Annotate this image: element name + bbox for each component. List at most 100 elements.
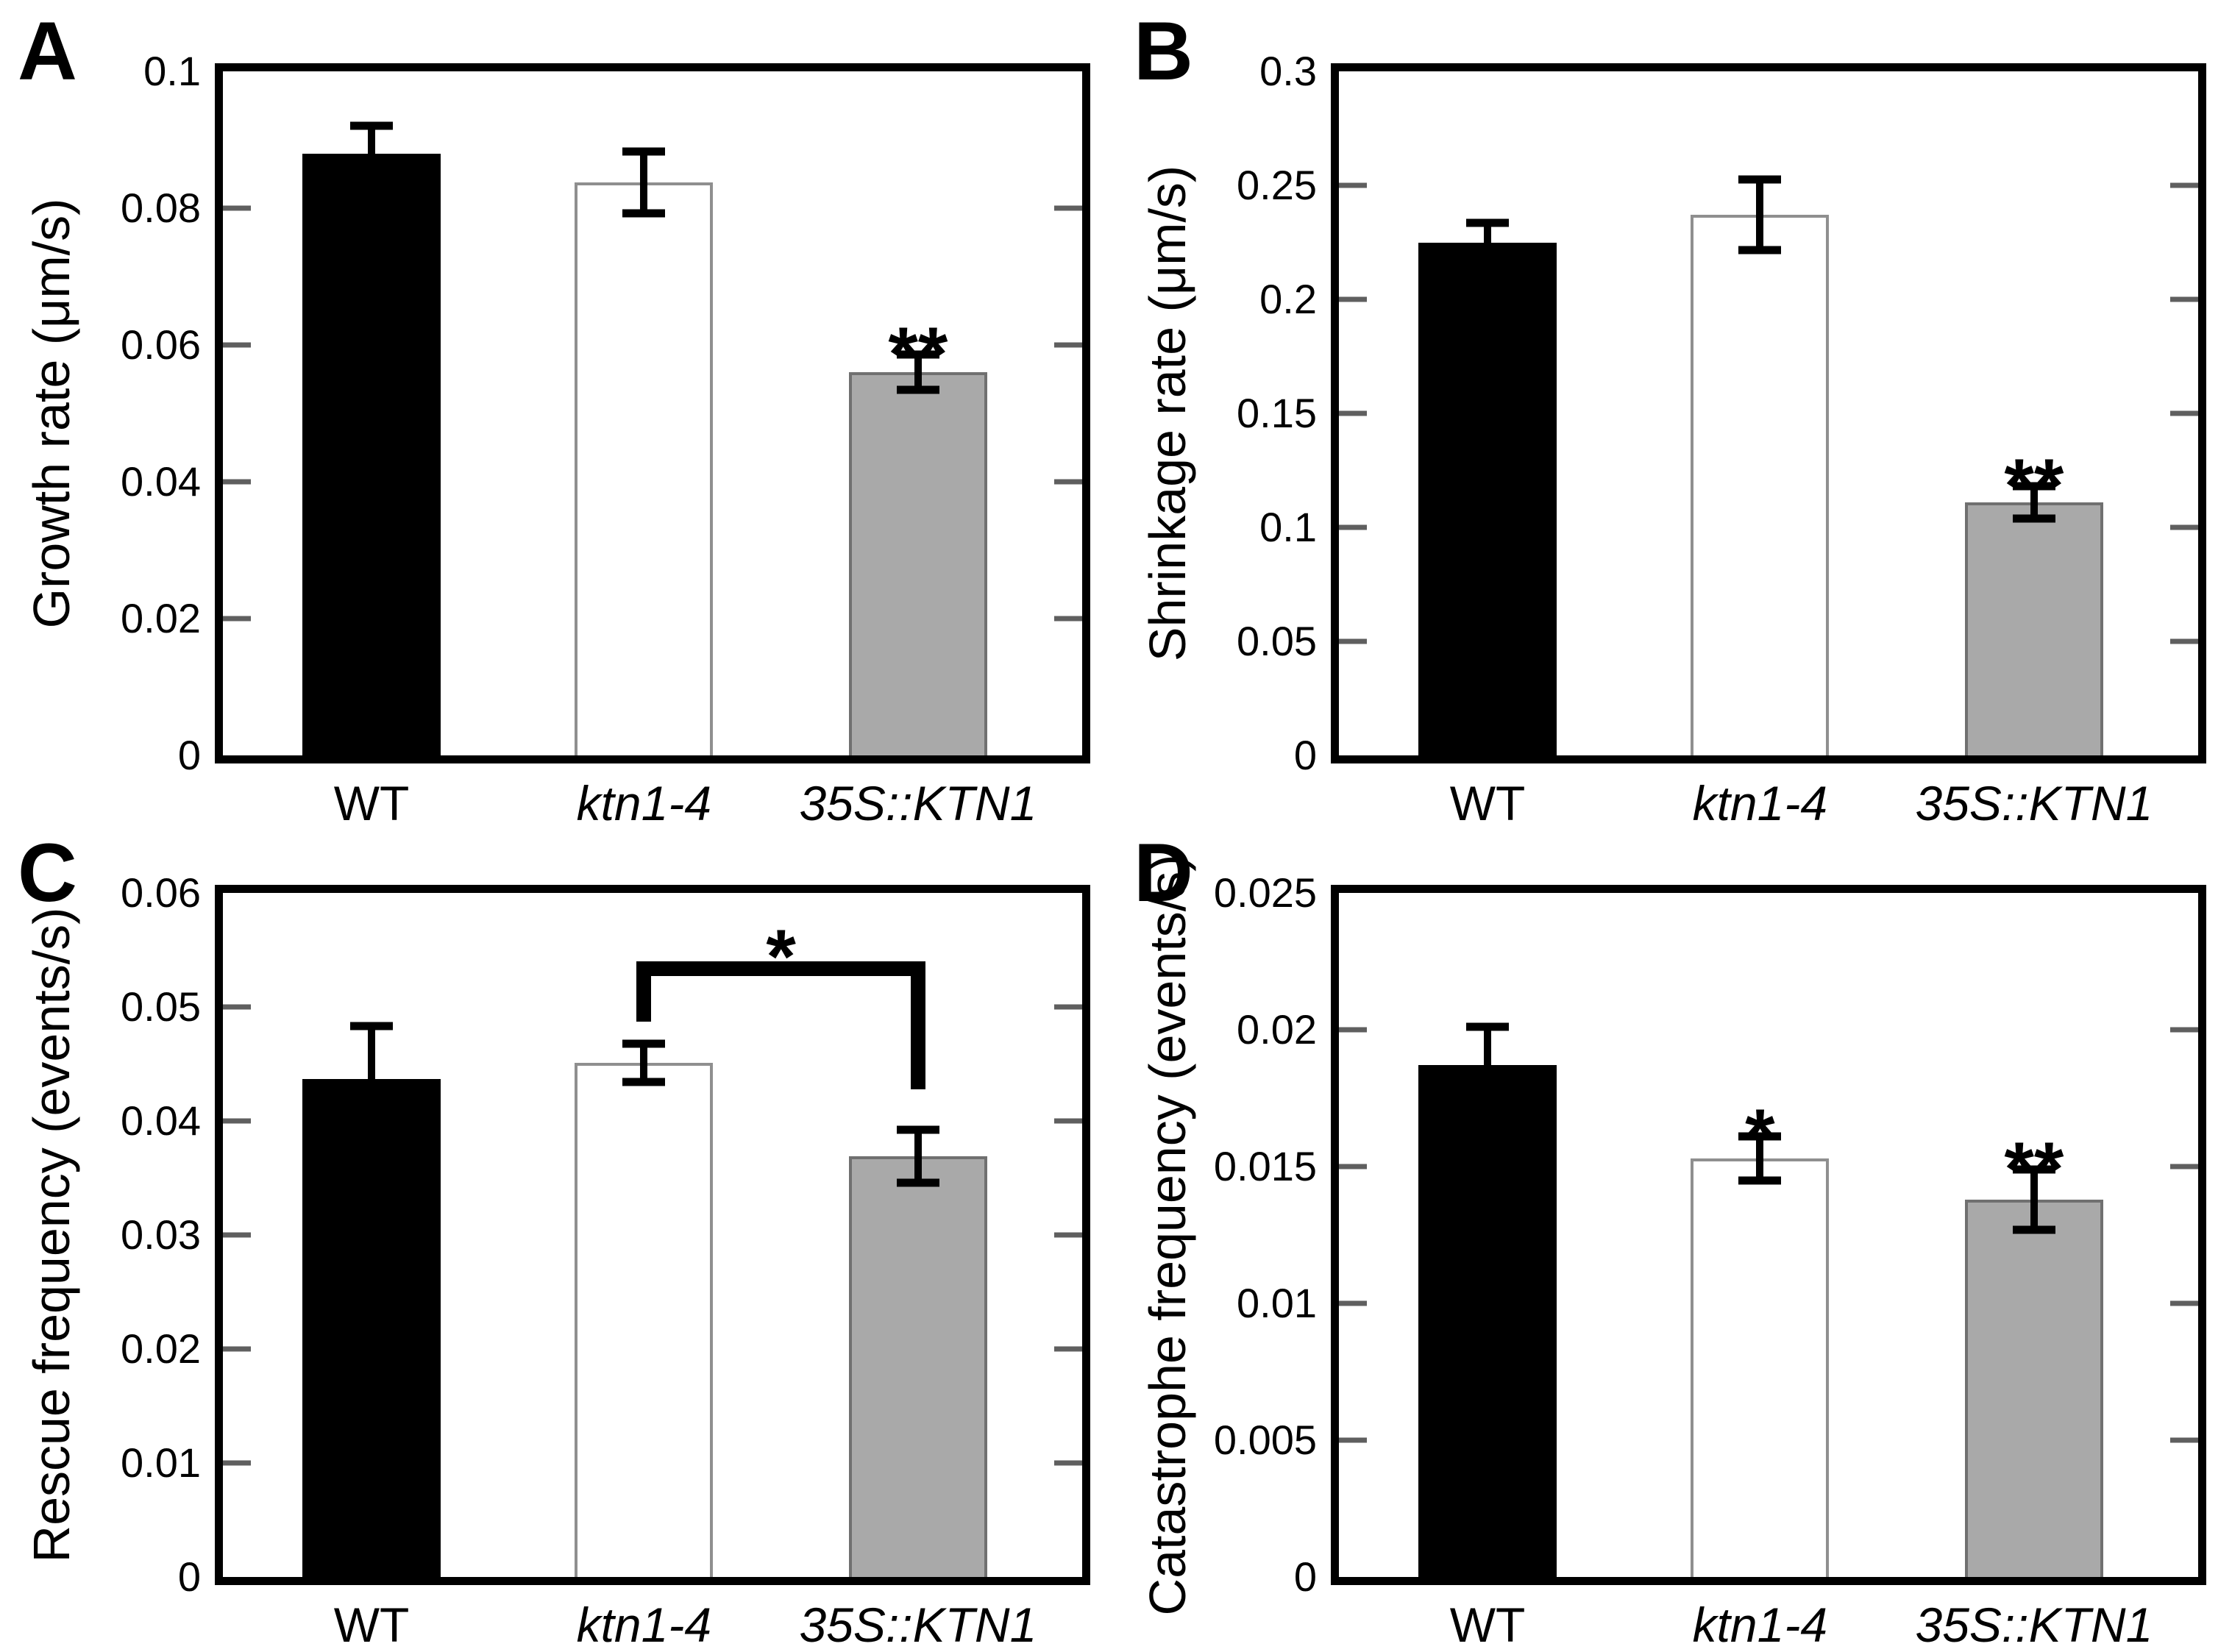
bar-A-WT — [302, 153, 441, 755]
bar-D-WT — [1418, 1065, 1557, 1577]
y-tick-label: 0.05 — [121, 983, 201, 1030]
error-bar-cap-top — [350, 121, 394, 130]
y-tick-label: 0.025 — [1213, 869, 1317, 916]
y-tick-label: 0.05 — [1237, 618, 1317, 664]
bar-C-35S::KTN1 — [848, 1156, 987, 1577]
error-bar-cap-bottom — [896, 385, 939, 394]
bar-B-WT — [1418, 242, 1557, 755]
y-tick-label: 0.2 — [1259, 275, 1317, 322]
error-bar-cap-top — [350, 1022, 394, 1030]
bar-D-35S::KTN1 — [1964, 1199, 2103, 1577]
y-tick-label: 0 — [1293, 1553, 1317, 1600]
error-bar-line — [1484, 1027, 1492, 1066]
y-tick-mark-right — [1054, 1118, 1082, 1124]
error-bar-cap-top — [622, 147, 666, 156]
y-tick-mark-left — [1339, 410, 1367, 416]
y-tick-mark-right — [2170, 1164, 2198, 1169]
error-bar-line — [640, 151, 648, 213]
y-tick-label: 0.04 — [121, 458, 201, 505]
panel-B-y-axis-label: Shrinkage rate (μm/s) — [1139, 165, 1196, 662]
y-tick-mark-left — [223, 342, 251, 348]
y-tick-mark-left — [223, 1004, 251, 1010]
y-tick-label: 0.03 — [121, 1211, 201, 1258]
error-bar-cap-bottom — [1738, 246, 1782, 254]
y-tick-label: 0 — [177, 1553, 201, 1600]
error-bar-cap-top — [1738, 175, 1782, 184]
y-tick-mark-left — [1339, 1027, 1367, 1033]
y-tick-mark-right — [2170, 410, 2198, 416]
x-category-label-ktn1-4: ktn1-4 — [1692, 776, 1828, 830]
x-category-label-35S::KTN1: 35S::KTN1 — [1915, 1598, 2153, 1652]
error-bar-cap-top — [622, 1039, 666, 1048]
error-bar-line — [914, 1130, 922, 1183]
y-tick-mark-left — [1339, 296, 1367, 302]
y-tick-mark-left — [223, 1232, 251, 1238]
error-bar-cap-bottom — [622, 209, 666, 218]
y-tick-mark-right — [2170, 524, 2198, 530]
panel-D-plot-area: 00.0050.010.0150.020.025***WTktn1-435S::… — [1214, 872, 2206, 1649]
y-tick-label: 0.005 — [1213, 1417, 1317, 1463]
y-tick-label: 0 — [177, 732, 201, 778]
bar-B-ktn1-4 — [1691, 215, 1830, 755]
bar-B-35S::KTN1 — [1964, 502, 2103, 755]
panel-D-y-axis-label: Catastrophe frequency (events/s) — [1139, 854, 1196, 1616]
y-tick-mark-left — [1339, 1437, 1367, 1443]
panel-B-plot-area: 00.050.10.150.20.250.3**WTktn1-435S::KTN… — [1237, 51, 2206, 827]
error-bar-line — [2030, 1169, 2038, 1230]
y-tick-mark-right — [2170, 1437, 2198, 1443]
error-bar-line — [914, 355, 922, 391]
bar-D-ktn1-4 — [1691, 1158, 1830, 1577]
y-tick-mark-left — [223, 1460, 251, 1466]
error-bar-cap-top — [1466, 1022, 1510, 1031]
y-tick-mark-left — [1339, 182, 1367, 188]
y-tick-mark-right — [1054, 479, 1082, 485]
x-category-label-WT: WT — [1449, 1598, 1526, 1652]
x-category-label-35S::KTN1: 35S::KTN1 — [1915, 776, 2153, 830]
panel-B-letter: B — [1134, 5, 1193, 97]
y-tick-label: 0.08 — [121, 185, 201, 231]
x-category-label-ktn1-4: ktn1-4 — [576, 1598, 712, 1652]
error-bar-line — [368, 1026, 376, 1079]
y-tick-label: 0.02 — [121, 595, 201, 641]
y-tick-mark-left — [1339, 638, 1367, 644]
error-bar-cap-bottom — [622, 1078, 666, 1086]
panel-C-letter: C — [18, 827, 77, 919]
y-tick-label: 0.15 — [1237, 390, 1317, 436]
y-tick-mark-right — [1054, 1460, 1082, 1466]
x-category-label-35S::KTN1: 35S::KTN1 — [799, 1598, 1037, 1652]
panel-B: B Shrinkage rate (μm/s) 0 0.05 0.1 0.15 0.2 0.2… — [1116, 0, 2232, 827]
y-tick-mark-right — [2170, 1300, 2198, 1306]
panel-C-y-axis-label: Rescue frequency (events/s) — [23, 907, 80, 1563]
y-tick-label: 0.01 — [1237, 1280, 1317, 1326]
y-tick-label: 0.06 — [121, 321, 201, 368]
error-bar-line — [368, 126, 376, 154]
error-bar-cap-top — [896, 350, 939, 359]
y-tick-label: 0.3 — [1259, 48, 1317, 94]
panel-A-y-axis-label: Growth rate (μm/s) — [23, 198, 80, 629]
bar-A-35S::KTN1 — [848, 372, 987, 755]
y-tick-mark-right — [2170, 638, 2198, 644]
error-bar-cap-bottom — [2012, 1225, 2055, 1234]
x-category-label-WT: WT — [333, 1598, 410, 1652]
panel-D: D Catastrophe frequency (events/s) 0 0.005 0… — [1116, 822, 2232, 1649]
y-tick-label: 0.25 — [1237, 161, 1317, 208]
significance-bracket-right-arm — [910, 976, 925, 1089]
y-tick-label: 0.01 — [121, 1439, 201, 1486]
error-bar-line — [1756, 1136, 1764, 1181]
y-tick-label: 0.02 — [1237, 1006, 1317, 1053]
x-category-label-WT: WT — [333, 776, 410, 830]
y-tick-label: 0.06 — [121, 869, 201, 916]
y-tick-mark-left — [1339, 524, 1367, 530]
x-category-label-35S::KTN1: 35S::KTN1 — [799, 776, 1037, 830]
error-bar-cap-top — [1466, 218, 1510, 227]
panel-C-plot-area: 0 0.01 0.02 0.03 0.04 0.05 0.06 WT ktn1-4 35S::KT… — [121, 872, 1090, 1649]
y-tick-mark-left — [223, 616, 251, 622]
y-tick-mark-left — [223, 1346, 251, 1352]
y-tick-label: 0.02 — [121, 1325, 201, 1372]
panel-C: C Rescue frequency (events/s) 0 0.01 0.02 0.0… — [0, 822, 1116, 1649]
panel-A-letter: A — [18, 5, 77, 97]
bar-C-WT — [302, 1078, 441, 1577]
